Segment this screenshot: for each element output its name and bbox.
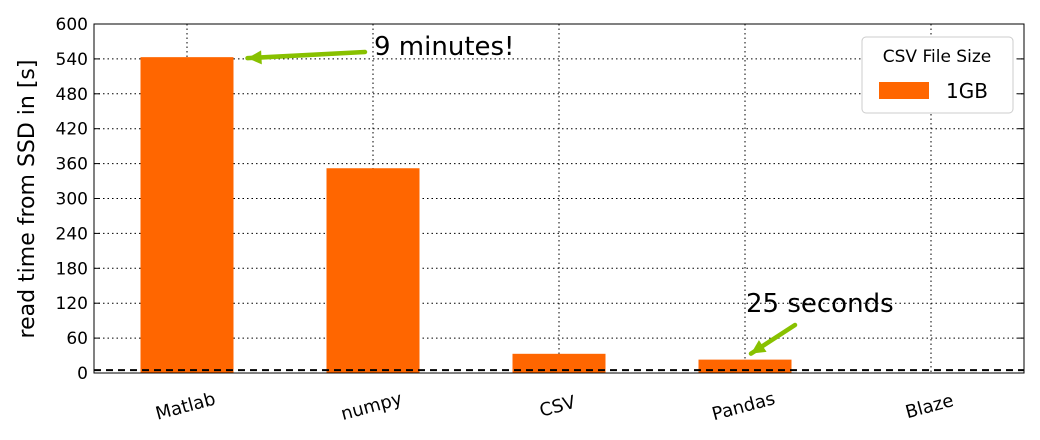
y-tick-labels: 0 60 120 180 240 300 360 420 480 540 600 <box>56 15 88 384</box>
x-tick-label: Pandas <box>710 388 778 425</box>
legend-swatch <box>879 82 929 99</box>
x-tick-label: Blaze <box>903 390 956 423</box>
y-axis-title: read time from SSD in [s] <box>15 60 40 339</box>
y-tick-label: 0 <box>77 364 88 384</box>
y-tick-label: 180 <box>56 259 88 279</box>
legend-series-label: 1GB <box>946 79 988 103</box>
x-tick-label: Matlab <box>153 389 217 425</box>
annotation-arrow-head <box>247 50 262 65</box>
annotation-arrow-shaft <box>245 49 368 61</box>
y-tick-label: 240 <box>56 224 88 244</box>
bar-matlab <box>140 57 234 373</box>
axes-layer <box>93 23 1025 374</box>
plot-frame <box>93 23 1025 374</box>
bars-layer <box>140 57 792 373</box>
y-tick-label: 60 <box>66 329 88 349</box>
annotations: 9 minutes! 25 seconds <box>245 32 894 356</box>
y-tick-label: 480 <box>56 85 88 105</box>
bar-numpy <box>326 168 420 373</box>
annotation-text: 9 minutes! <box>374 32 514 62</box>
y-tick-label: 360 <box>56 155 88 175</box>
y-tick-label: 420 <box>56 120 88 140</box>
legend-title: CSV File Size <box>883 47 991 67</box>
x-tick-label: numpy <box>339 388 405 425</box>
legend: CSV File Size 1GB <box>861 36 1014 114</box>
annotation-text: 25 seconds <box>746 289 894 319</box>
y-tick-label: 120 <box>56 294 88 314</box>
y-tick-label: 300 <box>56 190 88 210</box>
bar-csv <box>512 353 606 373</box>
y-tick-label: 600 <box>56 15 88 35</box>
annotation-arrow-head <box>751 340 767 354</box>
x-tick-labels: Matlab numpy CSV Pandas Blaze <box>153 388 956 425</box>
x-tick-label: CSV <box>537 392 578 422</box>
y-tick-label: 540 <box>56 50 88 70</box>
